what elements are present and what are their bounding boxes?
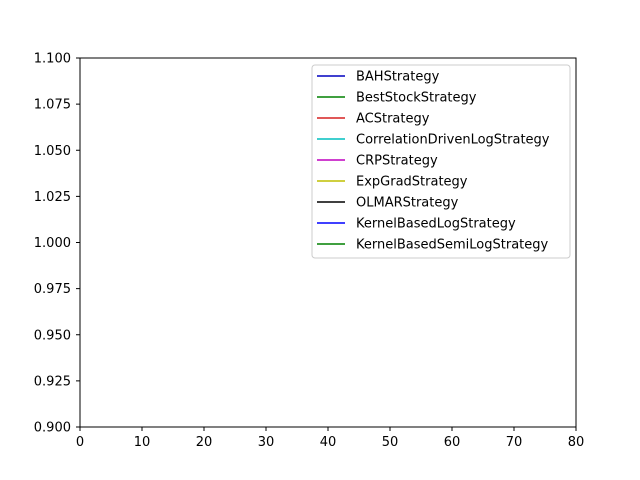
x-axis: 0 10 20 30 40 50 60 70 80: [76, 427, 584, 450]
y-tick-label: 1.050: [34, 144, 71, 159]
y-tick-label: 0.975: [34, 282, 71, 297]
x-tick-label: 80: [568, 435, 585, 450]
legend-entry: OLMARStrategy: [317, 196, 459, 211]
x-tick-label: 10: [134, 435, 151, 450]
legend-entry: KernelBasedSemiLogStrategy: [317, 238, 549, 253]
legend-entry: CorrelationDrivenLogStrategy: [317, 133, 550, 148]
x-tick-label: 20: [196, 435, 213, 450]
y-tick-label: 1.075: [34, 98, 71, 113]
legend-label: OLMARStrategy: [356, 196, 459, 211]
x-tick-label: 30: [258, 435, 275, 450]
legend-entry: BAHStrategy: [317, 70, 440, 85]
legend-entry: ACStrategy: [317, 112, 430, 127]
x-tick-label: 60: [444, 435, 461, 450]
legend-label: BestStockStrategy: [356, 91, 477, 106]
y-axis: 0.900 0.925 0.950 0.975 1.000 1.025 1.050 1.075…: [34, 52, 80, 436]
legend-entry: BestStockStrategy: [317, 91, 477, 106]
legend-label: KernelBasedLogStrategy: [356, 217, 516, 232]
legend-label: BAHStrategy: [356, 70, 440, 85]
legend-label: ACStrategy: [356, 112, 430, 127]
legend-frame: [311, 64, 571, 259]
x-tick-label: 40: [320, 435, 337, 450]
y-tick-label: 0.900: [34, 421, 71, 436]
legend-label: CRPStrategy: [356, 154, 438, 169]
x-tick-label: 50: [382, 435, 399, 450]
x-tick-label: 0: [76, 435, 84, 450]
legend-label: KernelBasedSemiLogStrategy: [356, 238, 549, 253]
legend-entry: CRPStrategy: [317, 154, 438, 169]
y-tick-label: 0.925: [34, 374, 71, 389]
x-tick-label: 70: [506, 435, 523, 450]
legend-entry: KernelBasedLogStrategy: [317, 217, 516, 232]
y-tick-label: 0.950: [34, 328, 71, 343]
y-tick-label: 1.000: [34, 236, 71, 251]
legend-entry: ExpGradStrategy: [317, 175, 468, 190]
legend: BAHStrategy BestStockStrategy ACStrategy Co…: [311, 64, 571, 259]
y-tick-label: 1.100: [34, 52, 71, 67]
y-tick-label: 1.025: [34, 190, 71, 205]
legend-label: CorrelationDrivenLogStrategy: [356, 133, 550, 148]
legend-label: ExpGradStrategy: [356, 175, 468, 190]
